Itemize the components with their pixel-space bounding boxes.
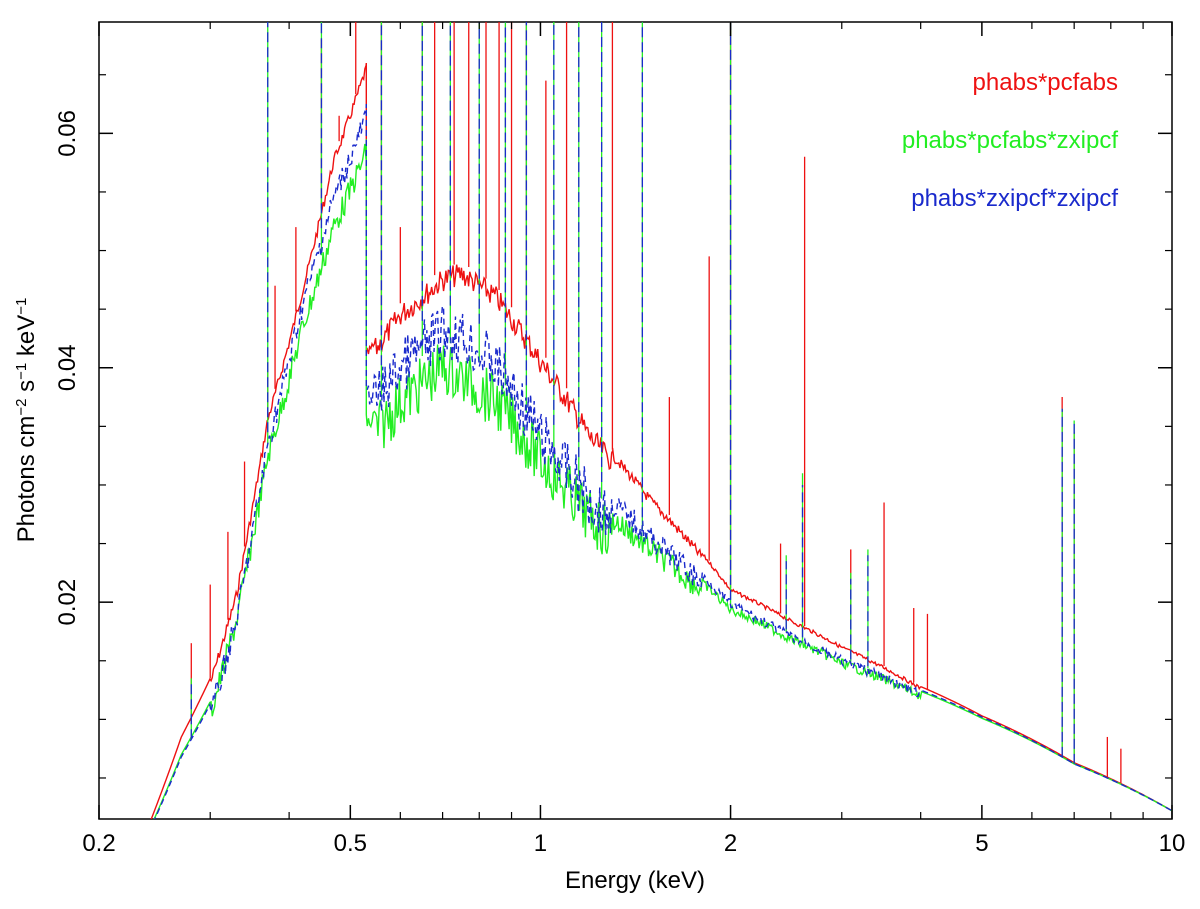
y-axis-title-mid: s — [13, 380, 40, 399]
series-continuum — [150, 62, 1172, 819]
series-continuum — [154, 104, 1172, 819]
y-axis-title-exp2: −1 — [13, 363, 30, 380]
y-axis-title-main: Photons cm — [13, 416, 40, 543]
plot-frame — [98, 21, 1173, 820]
y-axis-title-mid2: keV — [13, 315, 40, 363]
y-axis-title: Photons cm−2 s−1 keV−1 — [13, 298, 40, 543]
x-tick-label: 10 — [1159, 830, 1186, 857]
legend-entry-phabs-zxipcf-zxipcf: phabs*zxipcf*zxipcf — [911, 185, 1118, 212]
legend: phabs*pcfabs phabs*pcfabs*zxipcf phabs*z… — [902, 69, 1118, 212]
x-tick-label: 5 — [975, 830, 988, 857]
y-tick-label: 0.02 — [54, 579, 81, 626]
x-axis-title: Energy (keV) — [565, 867, 705, 894]
x-tick-label: 0.2 — [82, 830, 115, 857]
y-tick-label: 0.06 — [54, 110, 81, 157]
x-tick-label: 2 — [724, 830, 737, 857]
series-continuum — [153, 139, 1172, 819]
series-layer — [150, 22, 1172, 819]
y-axis-title-exp1: −2 — [13, 399, 30, 416]
y-tick-label: 0.04 — [54, 344, 81, 391]
legend-entry-phabs-pcfabs: phabs*pcfabs — [973, 69, 1118, 96]
ticks-layer: 0.2 0.5 1 2 5 10 0.02 0.04 0.06 — [54, 22, 1185, 857]
x-tick-label: 1 — [534, 830, 547, 857]
legend-entry-phabs-pcfabs-zxipcf: phabs*pcfabs*zxipcf — [902, 127, 1118, 154]
x-tick-label: 0.5 — [334, 830, 367, 857]
y-axis-title-exp3: −1 — [13, 298, 30, 315]
series-phabs-zxipcf-zxipcf — [154, 22, 1172, 819]
